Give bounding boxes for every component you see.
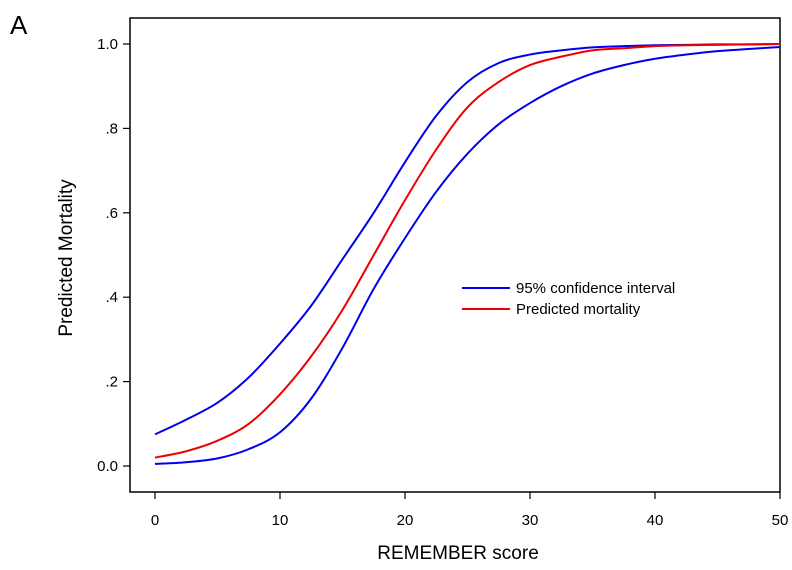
- y-tick-label: .2: [105, 374, 118, 391]
- x-axis-title: REMEMBER score: [377, 543, 539, 564]
- x-tick-label: 40: [647, 512, 664, 529]
- y-tick-label: .6: [105, 205, 118, 222]
- y-tick-label: 0.0: [97, 458, 118, 475]
- x-tick-label: 0: [151, 512, 159, 529]
- legend-label-confidence-interval: 95% confidence interval: [516, 280, 675, 297]
- y-axis: 0.0 .2 .4 .6 .8 1.0: [97, 36, 130, 475]
- series-layer: [154, 43, 781, 465]
- series-line-upper-ci: [154, 43, 781, 436]
- panel-label: A: [10, 10, 28, 40]
- x-tick-label: 50: [772, 512, 789, 529]
- x-tick-label: 20: [397, 512, 414, 529]
- x-tick-label: 10: [272, 512, 289, 529]
- series-line-lower-ci: [154, 45, 781, 465]
- y-tick-label: .8: [105, 120, 118, 137]
- legend: 95% confidence interval Predicted mortal…: [462, 280, 675, 318]
- y-tick-label: 1.0: [97, 36, 118, 53]
- series-line-predicted-mortality: [154, 43, 781, 459]
- y-tick-label: .4: [105, 289, 118, 306]
- y-axis-title: Predicted Mortality: [56, 179, 77, 337]
- x-tick-label: 30: [522, 512, 539, 529]
- plot-frame: [129, 17, 781, 493]
- legend-label-predicted-mortality: Predicted mortality: [516, 301, 641, 318]
- x-axis: 0 10 20 30 40 50: [151, 492, 789, 529]
